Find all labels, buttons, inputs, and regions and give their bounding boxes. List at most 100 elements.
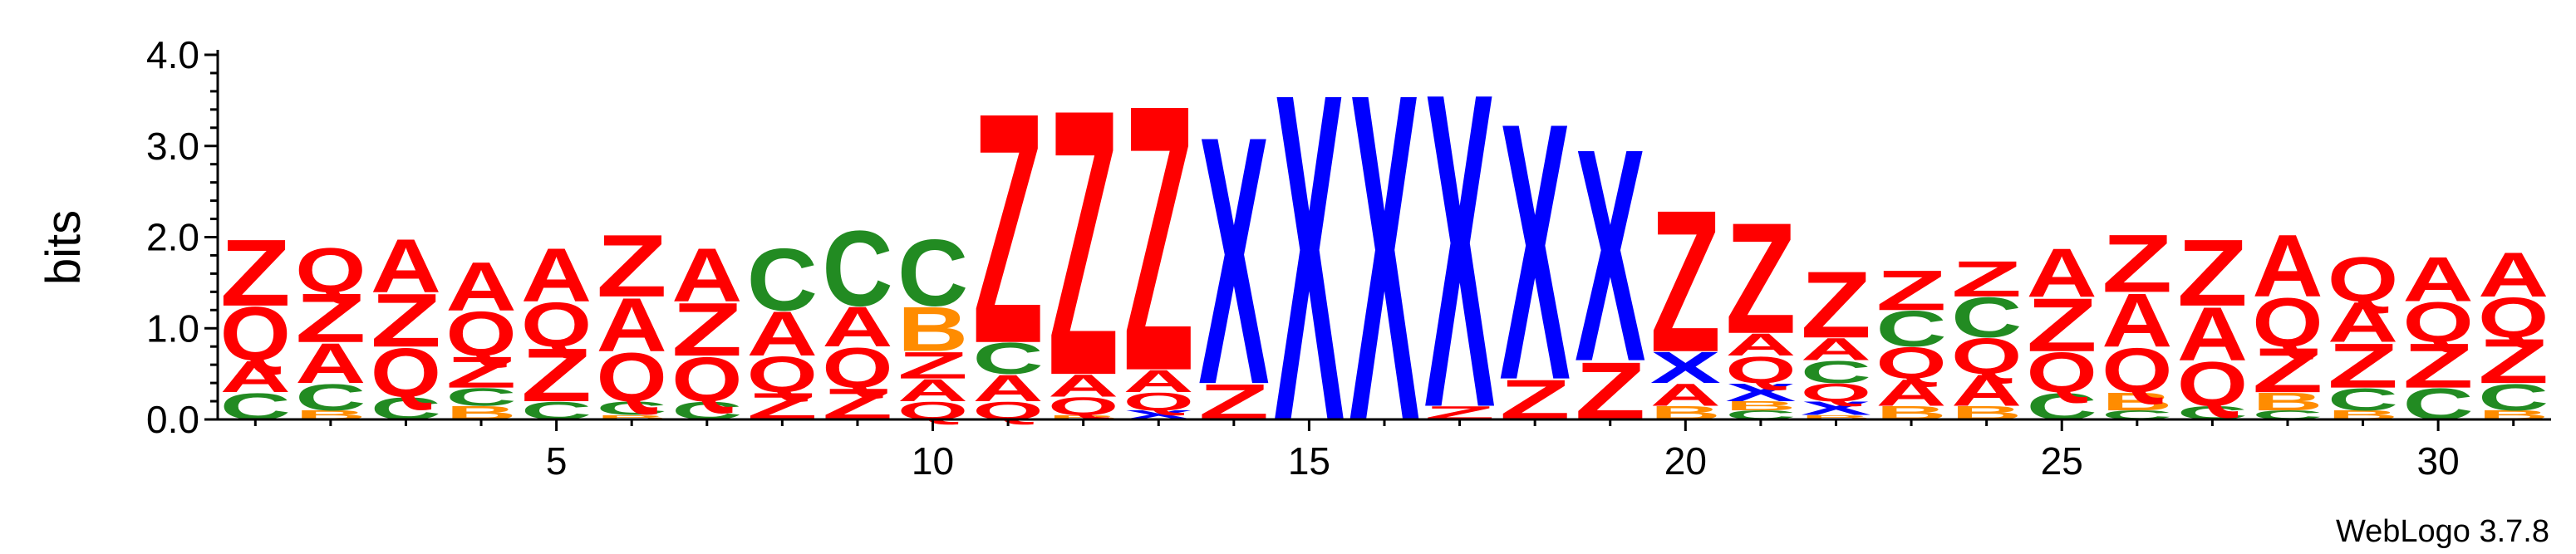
logo-letter-q: Q [2403,291,2474,355]
logo-letter-a: A [1048,368,1118,404]
x-tick-label: 20 [1664,439,1707,483]
logo-column-16: X [1349,0,1420,519]
logo-letter-c: C [597,398,667,419]
logo-letter-a: A [597,282,667,367]
logo-letter-q: Q [1725,349,1796,391]
logo-letter-c: C [2328,382,2398,418]
logo-letter-b: B [1801,414,1871,421]
logo-letter-q: Q [2478,287,2549,351]
logo-letter-x: X [1424,0,1496,502]
logo-letter-a: A [822,296,892,359]
x-tick-label: 10 [912,439,954,483]
logo-column-18: ZX [1500,46,1571,457]
logo-letter-b: B [1725,399,1796,413]
logo-letter-a: A [1725,327,1796,363]
logo-letter-q: Q [747,346,818,403]
logo-column-14: ZX [1198,62,1270,458]
logo-letter-a: A [2102,278,2172,363]
logo-letter-c: C [445,383,516,411]
x-tick-label: 30 [2417,439,2460,483]
logo-letter-a: A [445,247,516,325]
logo-letter-z: Z [1875,259,1946,322]
logo-letter-x: X [1198,62,1270,458]
logo-letter-q: Q [2252,284,2323,362]
logo-letter-x: X [1575,86,1646,426]
logo-letter-x: X [1725,378,1796,406]
logo-letter-z: Z [1123,26,1194,450]
logo-letter-c: C [822,209,892,329]
logo-letter-z: Z [295,280,366,357]
logo-letter-x: X [1650,343,1721,393]
logo-letter-b: B [897,294,968,365]
logo-letter-a: A [371,223,441,308]
logo-letter-q: Q [521,290,592,360]
logo-letter-c: C [1801,355,1871,390]
logo-letter-a: A [521,233,592,317]
logo-letter-q: Q [1801,379,1871,407]
logo-letter-a: A [671,233,742,317]
logo-letter-q: Q [1951,328,2022,385]
logo-letter-x: X [1274,0,1345,519]
logo-letter-q: Q [597,338,667,416]
logo-letter-x: X [1349,0,1420,519]
logo-letter-x: X [1801,398,1871,419]
logo-letter-b: B [597,414,667,421]
logo-letter-z: Z [1951,251,2022,307]
y-axis-title: bits [37,210,91,285]
logo-letter-a: A [1951,366,2022,415]
logo-letter-z: Z [2177,221,2248,326]
logo-glyph-layer: CAQZBCAZQCQZABCZQACZQABCQAZCQZAZQACZQACQ… [220,0,2549,519]
logo-letter-q: Q [1123,388,1194,416]
logo-letter-c: C [1951,287,2022,350]
logo-letter-z: Z [2252,335,2323,405]
logo-letter-q: Q [295,235,366,306]
y-tick-label: 4.0 [146,33,199,76]
logo-letter-z: Z [2328,330,2398,400]
logo-letter-q: Q [1048,392,1118,420]
logo-letter-a: A [1650,377,1721,413]
logo-column-17: ZX [1424,0,1496,502]
logo-letter-z: Z [973,44,1044,412]
logo-letter-a: A [220,352,291,401]
logo-letter-x: X [1500,46,1571,457]
logo-letter-c: C [897,219,968,326]
logo-letter-a: A [1875,371,1946,414]
logo-letter-q: Q [671,344,742,414]
logo-letter-c: C [2478,376,2549,419]
logo-letter-a: A [973,367,1044,409]
logo-letter-a: A [747,299,818,370]
y-tick-label: 2.0 [146,216,199,259]
logo-letter-a: A [897,373,968,409]
logo-letter-q: Q [822,336,892,400]
logo-letter-c: C [747,230,818,330]
x-tick-label: 15 [1288,439,1330,483]
logo-letter-q: Q [2027,341,2097,404]
logo-letter-a: A [2252,216,2323,316]
logo-letter-z: Z [2102,218,2172,310]
logo-letter-z: Z [2403,330,2474,400]
logo-letter-q: Q [220,292,291,377]
y-tick-label: 1.0 [146,306,199,350]
logo-letter-q: Q [445,298,516,369]
logo-letter-z: Z [371,277,441,362]
y-tick-label: 0.0 [146,398,199,441]
logo-letter-a: A [2177,292,2248,376]
logo-letter-a: A [1801,331,1871,367]
